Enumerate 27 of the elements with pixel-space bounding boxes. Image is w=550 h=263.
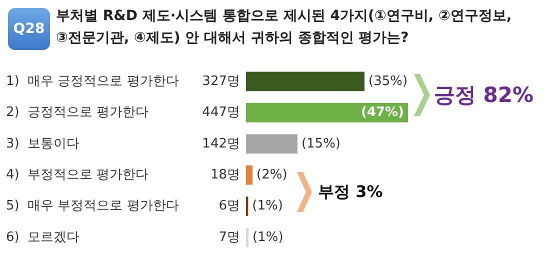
y-tick-label: 6) 모르겠다 <box>6 230 80 245</box>
y-tick-label: 2) 긍정적으로 평가한다 <box>6 105 149 120</box>
data-label: 6명 <box>218 198 240 214</box>
data-label: 7명 <box>218 230 240 245</box>
annotation: (1%) <box>252 198 283 214</box>
annotation: 부정 3% <box>318 182 383 203</box>
chart-title: 부처별 R&D 제도·시스템 통합으로 제시된 4가지(①연구비, ②연구정보, ③전문기관, ④제도) 안 대해서 귀하의 종합적인 평가는? <box>56 7 513 48</box>
text: Q28 <box>8 8 50 50</box>
annotation: (15%) <box>301 136 341 152</box>
data-label: 447명 <box>202 105 240 120</box>
data-label: 142명 <box>202 136 240 152</box>
bar <box>246 72 365 92</box>
y-tick-label: 1) 매우 긍정적으로 평가한다 <box>6 74 179 89</box>
bar <box>246 102 408 122</box>
annotation: (35%) <box>368 74 408 89</box>
annotation: (47%) <box>361 105 404 120</box>
y-tick-label: 3) 보통이다 <box>6 136 80 152</box>
y-tick-label: 4) 부정적으로 평가한다 <box>6 167 149 182</box>
data-label: 18명 <box>210 167 240 182</box>
annotation: (1%) <box>252 230 284 245</box>
text: 긍정 82% <box>434 82 534 109</box>
bar <box>246 134 298 154</box>
data-label: 327명 <box>202 74 240 89</box>
y-tick-label: 5) 매우 부정적으로 평가한다 <box>6 198 179 214</box>
annotation: (2%) <box>256 167 288 182</box>
bar <box>246 165 253 185</box>
bar <box>246 228 249 248</box>
